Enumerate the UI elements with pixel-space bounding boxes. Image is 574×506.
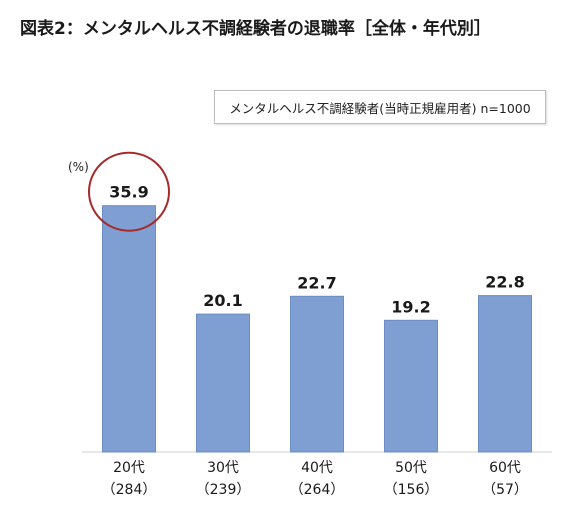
y-axis-unit: (%)	[68, 160, 89, 174]
bar-3	[384, 319, 438, 453]
category-label-3: 50代	[395, 460, 427, 476]
value-label-2: 22.7	[297, 273, 336, 292]
bar-4	[478, 295, 532, 453]
category-label-1: 30代	[207, 460, 239, 476]
sample-size-label-3: （156）	[384, 482, 439, 498]
value-labels-group: 35.9 20.1 22.7 19.2 22.8	[88, 151, 525, 316]
sample-size-label-4: （57）	[482, 482, 528, 498]
bar-2	[290, 295, 344, 453]
value-label-4: 22.8	[485, 273, 524, 292]
highlight-circle	[88, 151, 170, 232]
category-label-2: 40代	[301, 460, 333, 476]
legend-box: メンタルヘルス不調経験者(当時正規雇用者) n=1000	[214, 90, 546, 124]
bars-group	[102, 205, 532, 453]
category-labels-group: 20代 （284） 30代 （239） 40代 （264） 50代 （156） 60代 （57）	[102, 460, 528, 498]
bar-1	[196, 313, 250, 453]
sample-size-label-1: （239）	[196, 482, 251, 498]
sample-size-label-0: （284）	[102, 482, 157, 498]
legend-label: メンタルヘルス不調経験者(当時正規雇用者) n=1000	[229, 100, 531, 116]
category-label-4: 60代	[489, 460, 521, 476]
value-label-1: 20.1	[203, 291, 242, 310]
chart-title: 図表2：メンタルヘルス不調経験者の退職率［全体・年代別］	[20, 19, 491, 39]
value-label-0: 35.9	[109, 183, 148, 202]
sample-size-label-2: （264）	[290, 482, 345, 498]
category-label-0: 20代	[113, 460, 145, 476]
value-label-3: 19.2	[391, 297, 430, 316]
bar-0	[102, 205, 156, 453]
